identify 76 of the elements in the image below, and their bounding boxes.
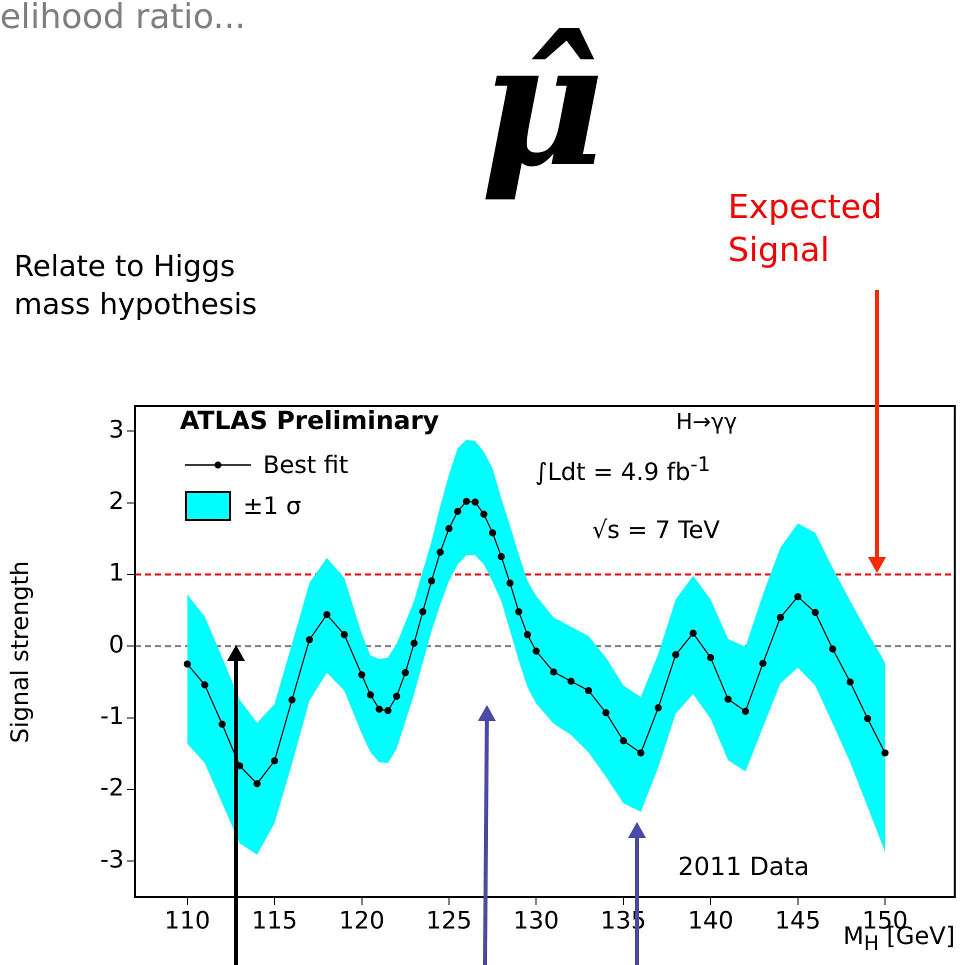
y-tick-label: -3 bbox=[100, 845, 124, 874]
point bbox=[550, 668, 558, 676]
point bbox=[454, 508, 462, 515]
x-tick-label: 120 bbox=[338, 906, 385, 935]
text: Expected Signal bbox=[728, 186, 883, 271]
point bbox=[846, 678, 854, 686]
point bbox=[428, 577, 436, 584]
point bbox=[462, 498, 470, 505]
y-tick-label: 1 bbox=[108, 558, 124, 587]
x-tick-label: 140 bbox=[688, 906, 734, 935]
y-tick-label: -1 bbox=[100, 702, 124, 730]
point bbox=[515, 608, 522, 616]
y-tick-label: -2 bbox=[100, 774, 124, 802]
point bbox=[445, 524, 453, 532]
point bbox=[794, 593, 802, 600]
annotation: 2011 Data bbox=[678, 852, 810, 881]
point bbox=[201, 681, 208, 688]
annotation: ATLAS Preliminary bbox=[180, 406, 440, 435]
point bbox=[724, 696, 732, 703]
point bbox=[218, 720, 226, 728]
point bbox=[654, 704, 662, 712]
point bbox=[488, 529, 496, 536]
point bbox=[436, 548, 444, 556]
point bbox=[759, 660, 767, 667]
text: μ̂ bbox=[480, 5, 604, 205]
point bbox=[393, 692, 400, 700]
annotation: √s = 7 TeV bbox=[592, 516, 720, 544]
point bbox=[402, 669, 409, 676]
point bbox=[707, 654, 714, 662]
point bbox=[323, 610, 330, 618]
point bbox=[384, 707, 392, 714]
point bbox=[306, 636, 314, 644]
point bbox=[506, 579, 514, 587]
point bbox=[637, 749, 644, 757]
point bbox=[376, 706, 383, 713]
legend-label: Best fit bbox=[263, 451, 348, 479]
point bbox=[672, 651, 680, 658]
point bbox=[602, 709, 610, 716]
point bbox=[812, 608, 819, 616]
point bbox=[270, 757, 278, 764]
point bbox=[366, 691, 374, 698]
point bbox=[776, 614, 784, 622]
annotation: ∫Ldt = 4.9 fb$^{-1}$ bbox=[535, 452, 710, 486]
point bbox=[620, 737, 627, 744]
point bbox=[690, 630, 697, 637]
point bbox=[524, 631, 532, 638]
point bbox=[742, 708, 750, 715]
y-tick-label: 0 bbox=[108, 630, 124, 658]
point bbox=[829, 645, 836, 653]
x-tick-label: 125 bbox=[426, 906, 472, 935]
point bbox=[532, 648, 540, 655]
point bbox=[864, 714, 872, 722]
point bbox=[567, 678, 575, 685]
point bbox=[498, 552, 505, 560]
chart-title: elihood ratio... bbox=[0, 0, 246, 37]
y-axis-title: Signal strength bbox=[6, 560, 34, 743]
annotation: H→γγ bbox=[676, 410, 738, 435]
point bbox=[288, 696, 296, 704]
x-tick-label: 145 bbox=[774, 906, 821, 935]
point bbox=[480, 510, 488, 518]
point bbox=[419, 608, 426, 616]
y-tick-label: 2 bbox=[108, 487, 124, 515]
point bbox=[472, 498, 479, 506]
point bbox=[358, 671, 366, 678]
x-tick-label: 110 bbox=[164, 906, 210, 935]
point bbox=[254, 780, 261, 788]
annotation: ±1 σ bbox=[243, 492, 302, 520]
y-tick-label: 3 bbox=[108, 415, 124, 444]
point bbox=[881, 749, 889, 757]
text: Relate to Higgs mass hypothesis bbox=[14, 248, 258, 323]
point bbox=[184, 660, 191, 668]
point bbox=[410, 640, 418, 647]
point bbox=[340, 631, 348, 638]
x-tick-label: 130 bbox=[513, 906, 560, 935]
x-tick-label: 115 bbox=[252, 906, 298, 935]
point bbox=[584, 686, 592, 694]
